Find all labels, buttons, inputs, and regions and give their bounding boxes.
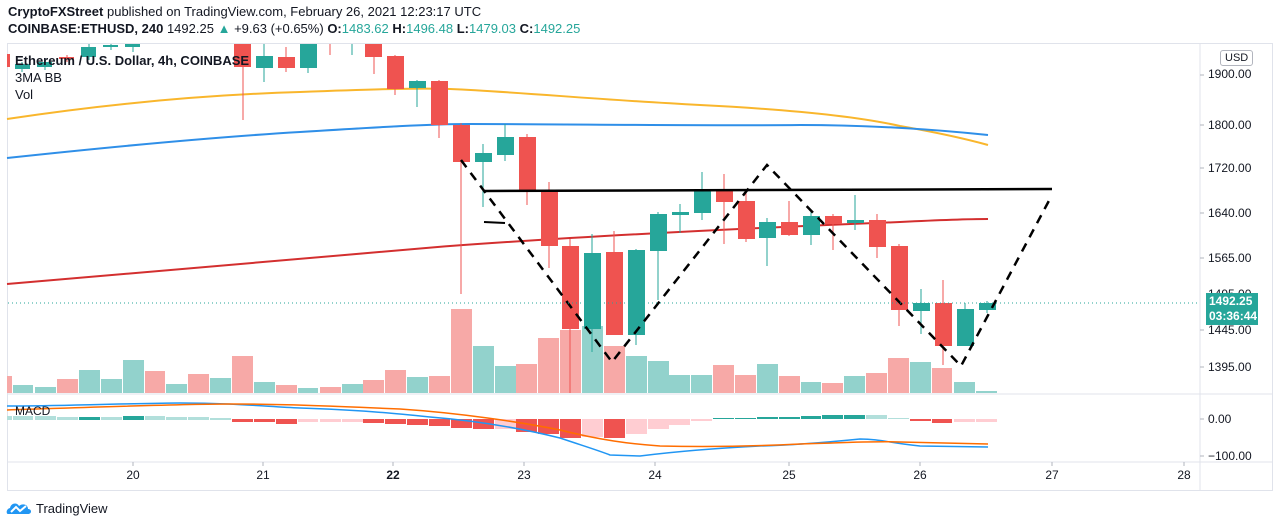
last-price: 1492.25 (166, 21, 214, 36)
candles (15, 44, 996, 393)
high-label: H: (392, 21, 407, 36)
symbol: COINBASE:ETHUSD, 240 (8, 21, 164, 36)
open-value: 1483.62 (341, 21, 389, 36)
signal-line (6, 403, 989, 448)
time-label: 22 (386, 468, 400, 482)
last-price-value: 1492.25 (1209, 294, 1253, 308)
series-title[interactable]: Ethereum / U.S. Dollar, 4h, COINBASE (15, 53, 250, 68)
publisher-name: CryptoFXStreet (8, 4, 104, 19)
open-label: O: (327, 21, 342, 36)
close-label: C: (519, 21, 534, 36)
ma-yellow-line (6, 87, 989, 146)
low-value: 1479.03 (469, 21, 517, 36)
price-label: 1800.00 (1208, 118, 1252, 132)
chart-legend: Ethereum / U.S. Dollar, 4h, COINBASE 3MA… (7, 52, 250, 103)
bar-countdown: 03:36:44 (1209, 309, 1258, 323)
price-label: 1445.00 (1208, 323, 1252, 337)
time-label: 24 (648, 468, 662, 482)
ohlc-bar: COINBASE:ETHUSD, 240 1492.25 ▲ +9.63 (+0… (8, 21, 580, 36)
ma-blue-line (6, 122, 989, 159)
macd-legend[interactable]: MACD (15, 404, 51, 418)
publish-text: published on TradingView.com, February 2… (106, 4, 482, 19)
macd-line (6, 402, 989, 457)
currency-badge[interactable]: USD (1220, 50, 1254, 66)
price-label: 1720.00 (1208, 161, 1252, 175)
up-arrow-icon: ▲ (217, 21, 231, 36)
double-bottom-pattern (459, 159, 1054, 369)
ma-red-line (6, 218, 989, 285)
macd-histogram (7, 415, 997, 438)
price-label: 1640.00 (1208, 206, 1252, 220)
resistance-line (483, 187, 1053, 193)
price-label: 1395.00 (1208, 360, 1252, 374)
time-label: 27 (1045, 468, 1059, 482)
tradingview-cloud-icon (6, 503, 32, 514)
indicator-3ma-bb[interactable]: 3MA BB (15, 70, 62, 85)
low-label: L: (456, 21, 470, 36)
time-label: 21 (256, 468, 270, 482)
close-value: 1492.25 (533, 21, 581, 36)
macd-axis-label: 0.00 (1208, 412, 1232, 426)
indicator-vol[interactable]: Vol (15, 87, 34, 102)
volume-bars (7, 309, 997, 393)
last-price-badge: 1492.25 03:36:44 (1206, 293, 1258, 325)
time-label: 23 (517, 468, 531, 482)
brand-name: TradingView (36, 500, 108, 516)
high-value: 1496.48 (406, 21, 454, 36)
macd-axis-label: −100.00 (1208, 449, 1252, 463)
price-label: 1565.00 (1208, 251, 1252, 265)
tradingview-logo[interactable]: TradingView (6, 500, 108, 516)
time-label: 26 (913, 468, 927, 482)
price-change: +9.63 (+0.65%) (234, 21, 324, 36)
price-label: 1900.00 (1208, 67, 1252, 81)
series-color-marker (7, 54, 10, 67)
publish-info: CryptoFXStreet published on TradingView.… (8, 4, 481, 19)
time-label: 20 (126, 468, 140, 482)
time-label: 28 (1177, 468, 1191, 482)
time-label: 25 (782, 468, 796, 482)
chart-frame (7, 43, 1273, 491)
